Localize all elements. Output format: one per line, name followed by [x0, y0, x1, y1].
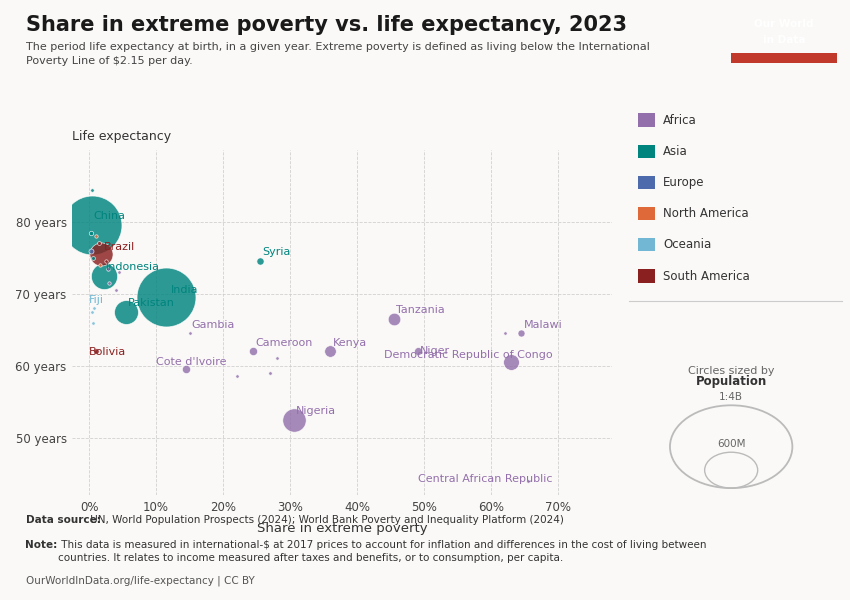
Text: Indonesia: Indonesia [105, 262, 160, 272]
Point [230, 371, 243, 381]
Point [88, 304, 101, 313]
Point [94, 250, 108, 259]
Point [388, 314, 401, 324]
Point [89, 232, 103, 241]
Point [521, 476, 535, 485]
Text: Kenya: Kenya [332, 338, 366, 347]
Text: Life expectancy: Life expectancy [72, 130, 172, 143]
Point [505, 357, 518, 367]
Point [89, 346, 103, 356]
Text: Africa: Africa [663, 113, 697, 127]
Text: South America: South America [663, 269, 750, 283]
Text: Fiji: Fiji [89, 295, 104, 305]
Text: OurWorldInData.org/life-expectancy | CC BY: OurWorldInData.org/life-expectancy | CC … [26, 576, 254, 587]
Text: Central African Republic: Central African Republic [417, 474, 552, 484]
Text: India: India [171, 285, 198, 295]
Bar [731, 53, 837, 63]
Point [102, 278, 116, 288]
Point [411, 346, 424, 356]
Point [97, 271, 110, 281]
Text: Syria: Syria [262, 247, 291, 257]
Text: Cameroon: Cameroon [255, 338, 313, 347]
Text: in Data: in Data [763, 35, 805, 46]
Point [270, 353, 284, 363]
Point [159, 293, 173, 302]
Text: 1:4B: 1:4B [719, 392, 743, 402]
Text: Asia: Asia [663, 145, 688, 158]
Point [101, 264, 115, 274]
Text: Tanzania: Tanzania [396, 305, 445, 314]
Text: Europe: Europe [663, 176, 705, 189]
Text: 600M: 600M [717, 439, 745, 449]
Point [86, 185, 99, 194]
Point [264, 368, 277, 377]
Text: Oceania: Oceania [663, 238, 711, 251]
Text: Data source:: Data source: [26, 515, 100, 525]
Text: Democratic Republic of Congo: Democratic Republic of Congo [384, 350, 552, 360]
Point [515, 328, 529, 338]
Point [112, 268, 126, 277]
Text: Niger: Niger [420, 346, 450, 356]
Point [324, 346, 337, 356]
Text: Gambia: Gambia [191, 320, 235, 329]
Text: Share in extreme poverty vs. life expectancy, 2023: Share in extreme poverty vs. life expect… [26, 15, 626, 35]
X-axis label: Share in extreme poverty: Share in extreme poverty [257, 522, 428, 535]
Text: Note:: Note: [26, 540, 58, 550]
Point [86, 318, 99, 328]
Text: Bolivia: Bolivia [89, 347, 127, 357]
Text: Our World: Our World [755, 19, 813, 29]
Text: This data is measured in international-$ at 2017 prices to account for inflation: This data is measured in international-$… [58, 540, 706, 563]
Text: The period life expectancy at birth, in a given year. Extreme poverty is defined: The period life expectancy at birth, in … [26, 42, 649, 65]
Point [498, 328, 512, 338]
Point [253, 257, 267, 266]
Point [93, 260, 106, 270]
Point [286, 415, 300, 424]
Text: Nigeria: Nigeria [296, 406, 336, 416]
Point [84, 246, 98, 256]
Point [119, 307, 133, 317]
Point [109, 286, 122, 295]
Text: Malawi: Malawi [524, 320, 562, 329]
Point [93, 239, 106, 248]
Point [246, 346, 260, 356]
Point [86, 253, 99, 263]
Text: China: China [94, 211, 126, 221]
Text: Brazil: Brazil [104, 242, 135, 252]
Point [84, 228, 98, 238]
Point [179, 364, 193, 374]
Point [85, 307, 99, 317]
Text: Cote d'Ivoire: Cote d'Ivoire [156, 357, 227, 367]
Text: North America: North America [663, 207, 749, 220]
Text: Circles sized by: Circles sized by [688, 365, 774, 376]
Point [99, 257, 112, 266]
Point [86, 221, 99, 230]
Point [183, 328, 196, 338]
Text: UN, World Population Prospects (2024); World Bank Poverty and Inequality Platfor: UN, World Population Prospects (2024); W… [87, 515, 564, 525]
Text: Pakistan: Pakistan [128, 298, 175, 308]
Text: Population: Population [695, 374, 767, 388]
